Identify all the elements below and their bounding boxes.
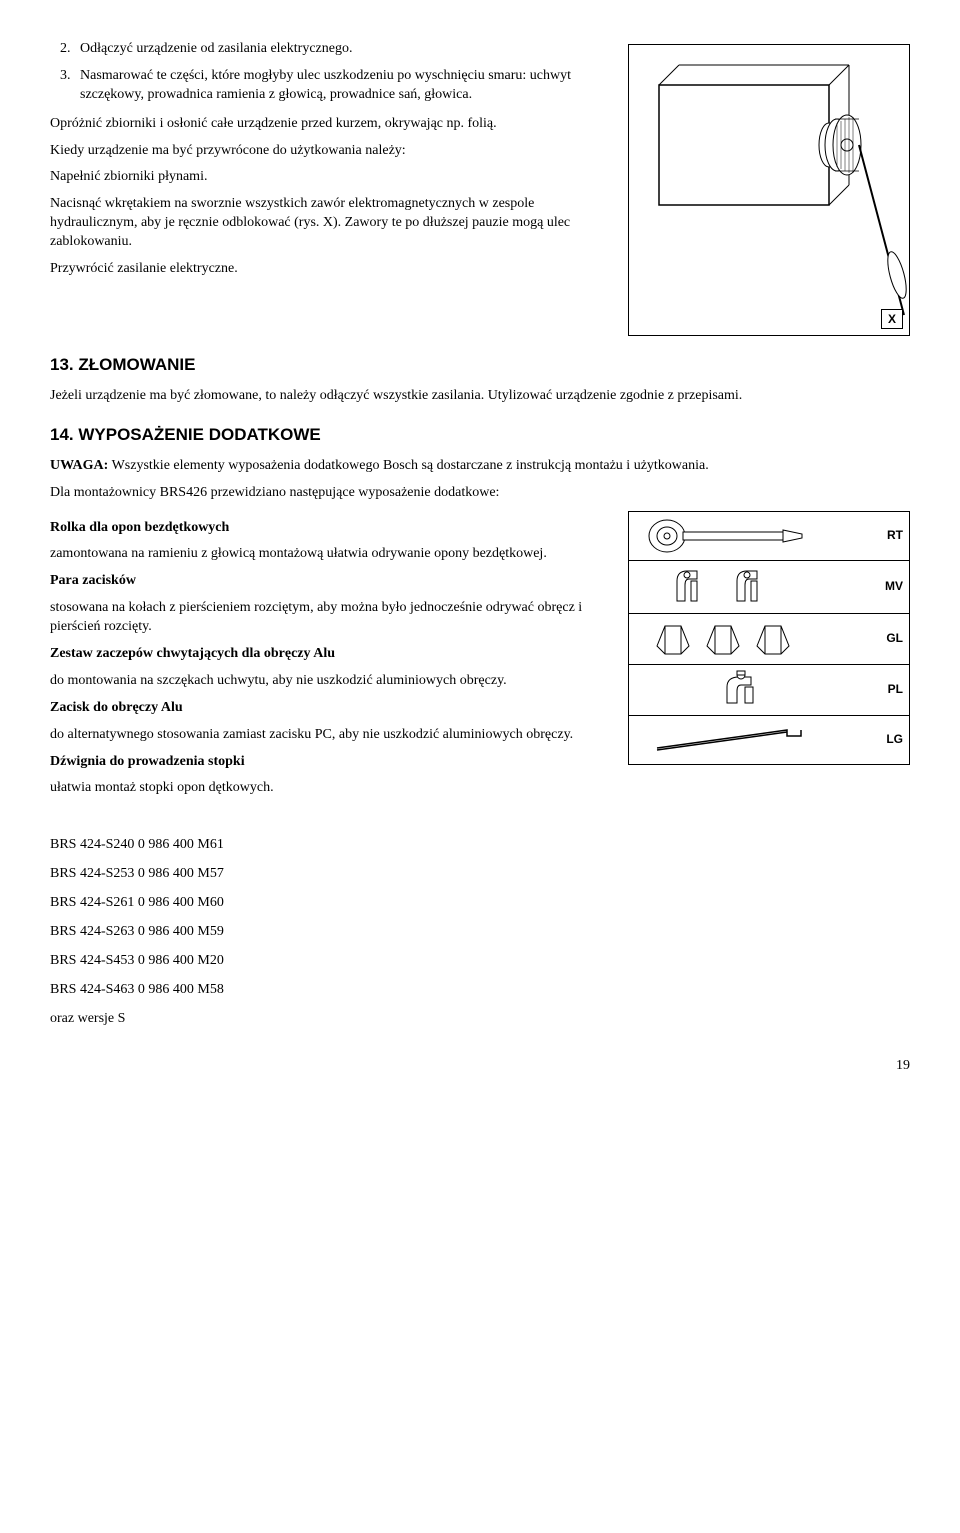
paragraph: Napełnić zbiorniki płynami.: [50, 168, 598, 187]
paragraph: Jeżeli urządzenie ma być złomowane, to n…: [50, 387, 910, 406]
subheading-para: Para zacisków: [50, 572, 604, 591]
numbered-list: Odłączyć urządzenie od zasilania elektry…: [50, 40, 598, 105]
figure-label: X: [881, 309, 903, 329]
accessories-figure: RT MV: [628, 511, 910, 765]
paragraph: ułatwia montaż stopki opon dętkowych.: [50, 779, 604, 798]
acc-row-pl: PL: [629, 665, 909, 716]
acc-row-mv: MV: [629, 561, 909, 614]
page-number: 19: [50, 1057, 910, 1076]
acc-code: LG: [878, 731, 903, 747]
paragraph: do montowania na szczękach uchwytu, aby …: [50, 672, 604, 691]
product-codes: BRS 424-S240 0 986 400 M61 BRS 424-S253 …: [50, 836, 910, 1028]
acc-code: GL: [878, 630, 903, 646]
list-item: Odłączyć urządzenie od zasilania elektry…: [74, 40, 598, 59]
acc-row-rt: RT: [629, 512, 909, 561]
acc-code: RT: [879, 527, 903, 543]
paragraph: do alternatywnego stosowania zamiast zac…: [50, 726, 604, 745]
heading-14: 14. WYPOSAŻENIE DODATKOWE: [50, 424, 910, 447]
paragraph: Przywrócić zasilanie elektryczne.: [50, 260, 598, 279]
paragraph: Opróżnić zbiorniki i osłonić całe urządz…: [50, 115, 598, 134]
paragraph: zamontowana na ramieniu z głowicą montaż…: [50, 545, 604, 564]
code-line: BRS 424-S253 0 986 400 M57: [50, 865, 910, 884]
paragraph: stosowana na kołach z pierścieniem rozci…: [50, 599, 604, 637]
uwaga-label: UWAGA:: [50, 458, 108, 473]
acc-code: MV: [877, 578, 903, 594]
paragraph: Nacisnąć wkrętakiem na sworznie wszystki…: [50, 195, 598, 252]
code-line: BRS 424-S453 0 986 400 M20: [50, 952, 910, 971]
paragraph: UWAGA: Wszystkie elementy wyposażenia do…: [50, 457, 910, 476]
subheading-zestaw: Zestaw zaczepów chwytających dla obręczy…: [50, 645, 604, 664]
paragraph: Kiedy urządzenie ma być przywrócone do u…: [50, 142, 598, 161]
code-line: oraz wersje S: [50, 1010, 910, 1029]
code-line: BRS 424-S261 0 986 400 M60: [50, 894, 910, 913]
list-item: Nasmarować te części, które mogłyby ulec…: [74, 67, 598, 105]
acc-row-gl: GL: [629, 614, 909, 665]
subheading-dzwignia: Dźwignia do prowadzenia stopki: [50, 753, 604, 772]
heading-13: 13. ZŁOMOWANIE: [50, 354, 910, 377]
code-line: BRS 424-S463 0 986 400 M58: [50, 981, 910, 1000]
figure-x: X: [628, 44, 910, 336]
acc-row-lg: LG: [629, 716, 909, 764]
subheading-zacisk: Zacisk do obręczy Alu: [50, 699, 604, 718]
paragraph: Dla montażownicy BRS426 przewidziano nas…: [50, 484, 910, 503]
code-line: BRS 424-S240 0 986 400 M61: [50, 836, 910, 855]
subheading-rolka: Rolka dla opon bezdętkowych: [50, 519, 604, 538]
uwaga-text: Wszystkie elementy wyposażenia dodatkowe…: [108, 458, 708, 473]
acc-code: PL: [880, 681, 903, 697]
code-line: BRS 424-S263 0 986 400 M59: [50, 923, 910, 942]
